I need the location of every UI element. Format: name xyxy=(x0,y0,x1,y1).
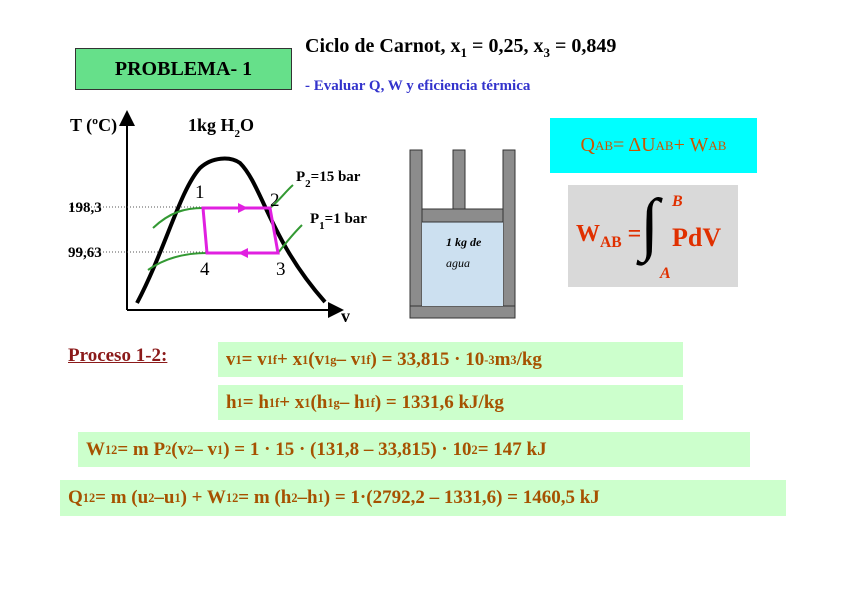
text-part: = ΔU xyxy=(613,134,656,156)
text-part: =15 bar xyxy=(311,169,361,185)
text-part: = xyxy=(621,221,642,247)
text-part: v xyxy=(226,348,236,370)
subscript: 3 xyxy=(543,45,550,60)
text-part: – v xyxy=(336,348,361,370)
point-label: 3 xyxy=(276,259,286,280)
text-part: W xyxy=(86,438,105,460)
w-box: WAB = ∫ B A PdV xyxy=(568,185,738,287)
text-part: = m (u xyxy=(95,487,149,508)
text-part: = h xyxy=(242,391,269,413)
text-part: W xyxy=(576,221,600,247)
text-part: ) = 33,815 · 10 xyxy=(370,348,485,370)
heading: Ciclo de Carnot, x1 = 0,25, x3 = 0,849 xyxy=(305,35,617,60)
piston-text: agua xyxy=(446,256,470,270)
text-part: 1kg H xyxy=(188,115,235,135)
text-part: P xyxy=(310,211,319,227)
lower-limit: A xyxy=(660,265,671,282)
text-part: + W xyxy=(673,134,709,156)
text-part: Q xyxy=(68,487,83,508)
text-part: O xyxy=(240,115,254,135)
subscript: AB xyxy=(600,233,622,251)
text-part: = v xyxy=(241,348,267,370)
text-part: –u xyxy=(154,487,175,508)
v-axis-label: v xyxy=(341,306,350,326)
t-axis-label: T (ºC) xyxy=(70,115,117,136)
text-part: ) = 1 · 15 · (131,8 – 33,815) · 10 xyxy=(223,438,472,460)
arrow xyxy=(238,248,248,258)
point-label: 2 xyxy=(270,190,280,211)
t-low-label: 99,63 xyxy=(68,245,102,261)
text-part: ) = 1·(2792,2 – 1331,6) = 1460,5 kJ xyxy=(323,487,600,508)
subscript: 2 xyxy=(235,128,241,140)
text-part: = 0,849 xyxy=(549,35,617,57)
text-part: P xyxy=(296,169,305,185)
text-part: – v xyxy=(193,438,218,460)
text-part: /kg xyxy=(516,348,542,370)
text-part: m xyxy=(494,348,511,370)
text-part: = 0,25, x xyxy=(467,35,544,57)
text-part: –h xyxy=(297,487,318,508)
problem-box: PROBLEMA- 1 xyxy=(75,48,292,90)
mass-label: 1kg H2O xyxy=(188,115,254,140)
process-label: Proceso 1-2: xyxy=(68,345,168,366)
q-box: Q AB = ΔU AB + W AB xyxy=(550,118,757,173)
text-part: (h xyxy=(310,391,328,413)
p2-label: P2=15 bar xyxy=(296,169,361,190)
w-lhs: WAB = xyxy=(576,221,642,251)
subheading: - Evaluar Q, W y eficiencia térmica xyxy=(305,78,531,94)
text-part: = m P xyxy=(117,438,166,460)
point-label: 1 xyxy=(195,182,205,203)
text-part: + x xyxy=(277,348,303,370)
point-label: 4 xyxy=(200,259,210,280)
integral-sign: ∫ xyxy=(640,186,660,263)
text-part: Ciclo de Carnot, x xyxy=(305,35,461,57)
piston-cylinder xyxy=(409,149,516,319)
text-part: = m (h xyxy=(238,487,292,508)
subscript: 1 xyxy=(319,220,325,232)
saturation-dome xyxy=(135,156,327,304)
text-part: ) + W xyxy=(180,487,226,508)
subscript: 1 xyxy=(460,45,468,60)
text-part: =1 bar xyxy=(325,211,368,227)
arrow xyxy=(238,203,248,213)
text-part: – h xyxy=(339,391,365,413)
text-part: = 147 kJ xyxy=(477,438,547,460)
text-part: (v xyxy=(171,438,188,460)
piston-text: 1 kg de xyxy=(446,235,482,249)
upper-limit: B xyxy=(672,193,683,210)
t-high-label: 198,3 xyxy=(68,200,102,216)
text-part: ) = 1331,6 kJ/kg xyxy=(374,391,504,413)
text-part: Q xyxy=(580,134,595,156)
subscript: 2 xyxy=(305,178,311,190)
p1-label: P1=1 bar xyxy=(310,211,367,232)
equation: Q 12 = m (u 2 –u 1) + W 12 = m (h 2 –h 1) = 1·… xyxy=(60,480,786,516)
text-part: + x xyxy=(279,391,305,413)
text-part: h xyxy=(226,391,237,413)
integrand: PdV xyxy=(672,223,722,252)
text-part: (v xyxy=(308,348,325,370)
